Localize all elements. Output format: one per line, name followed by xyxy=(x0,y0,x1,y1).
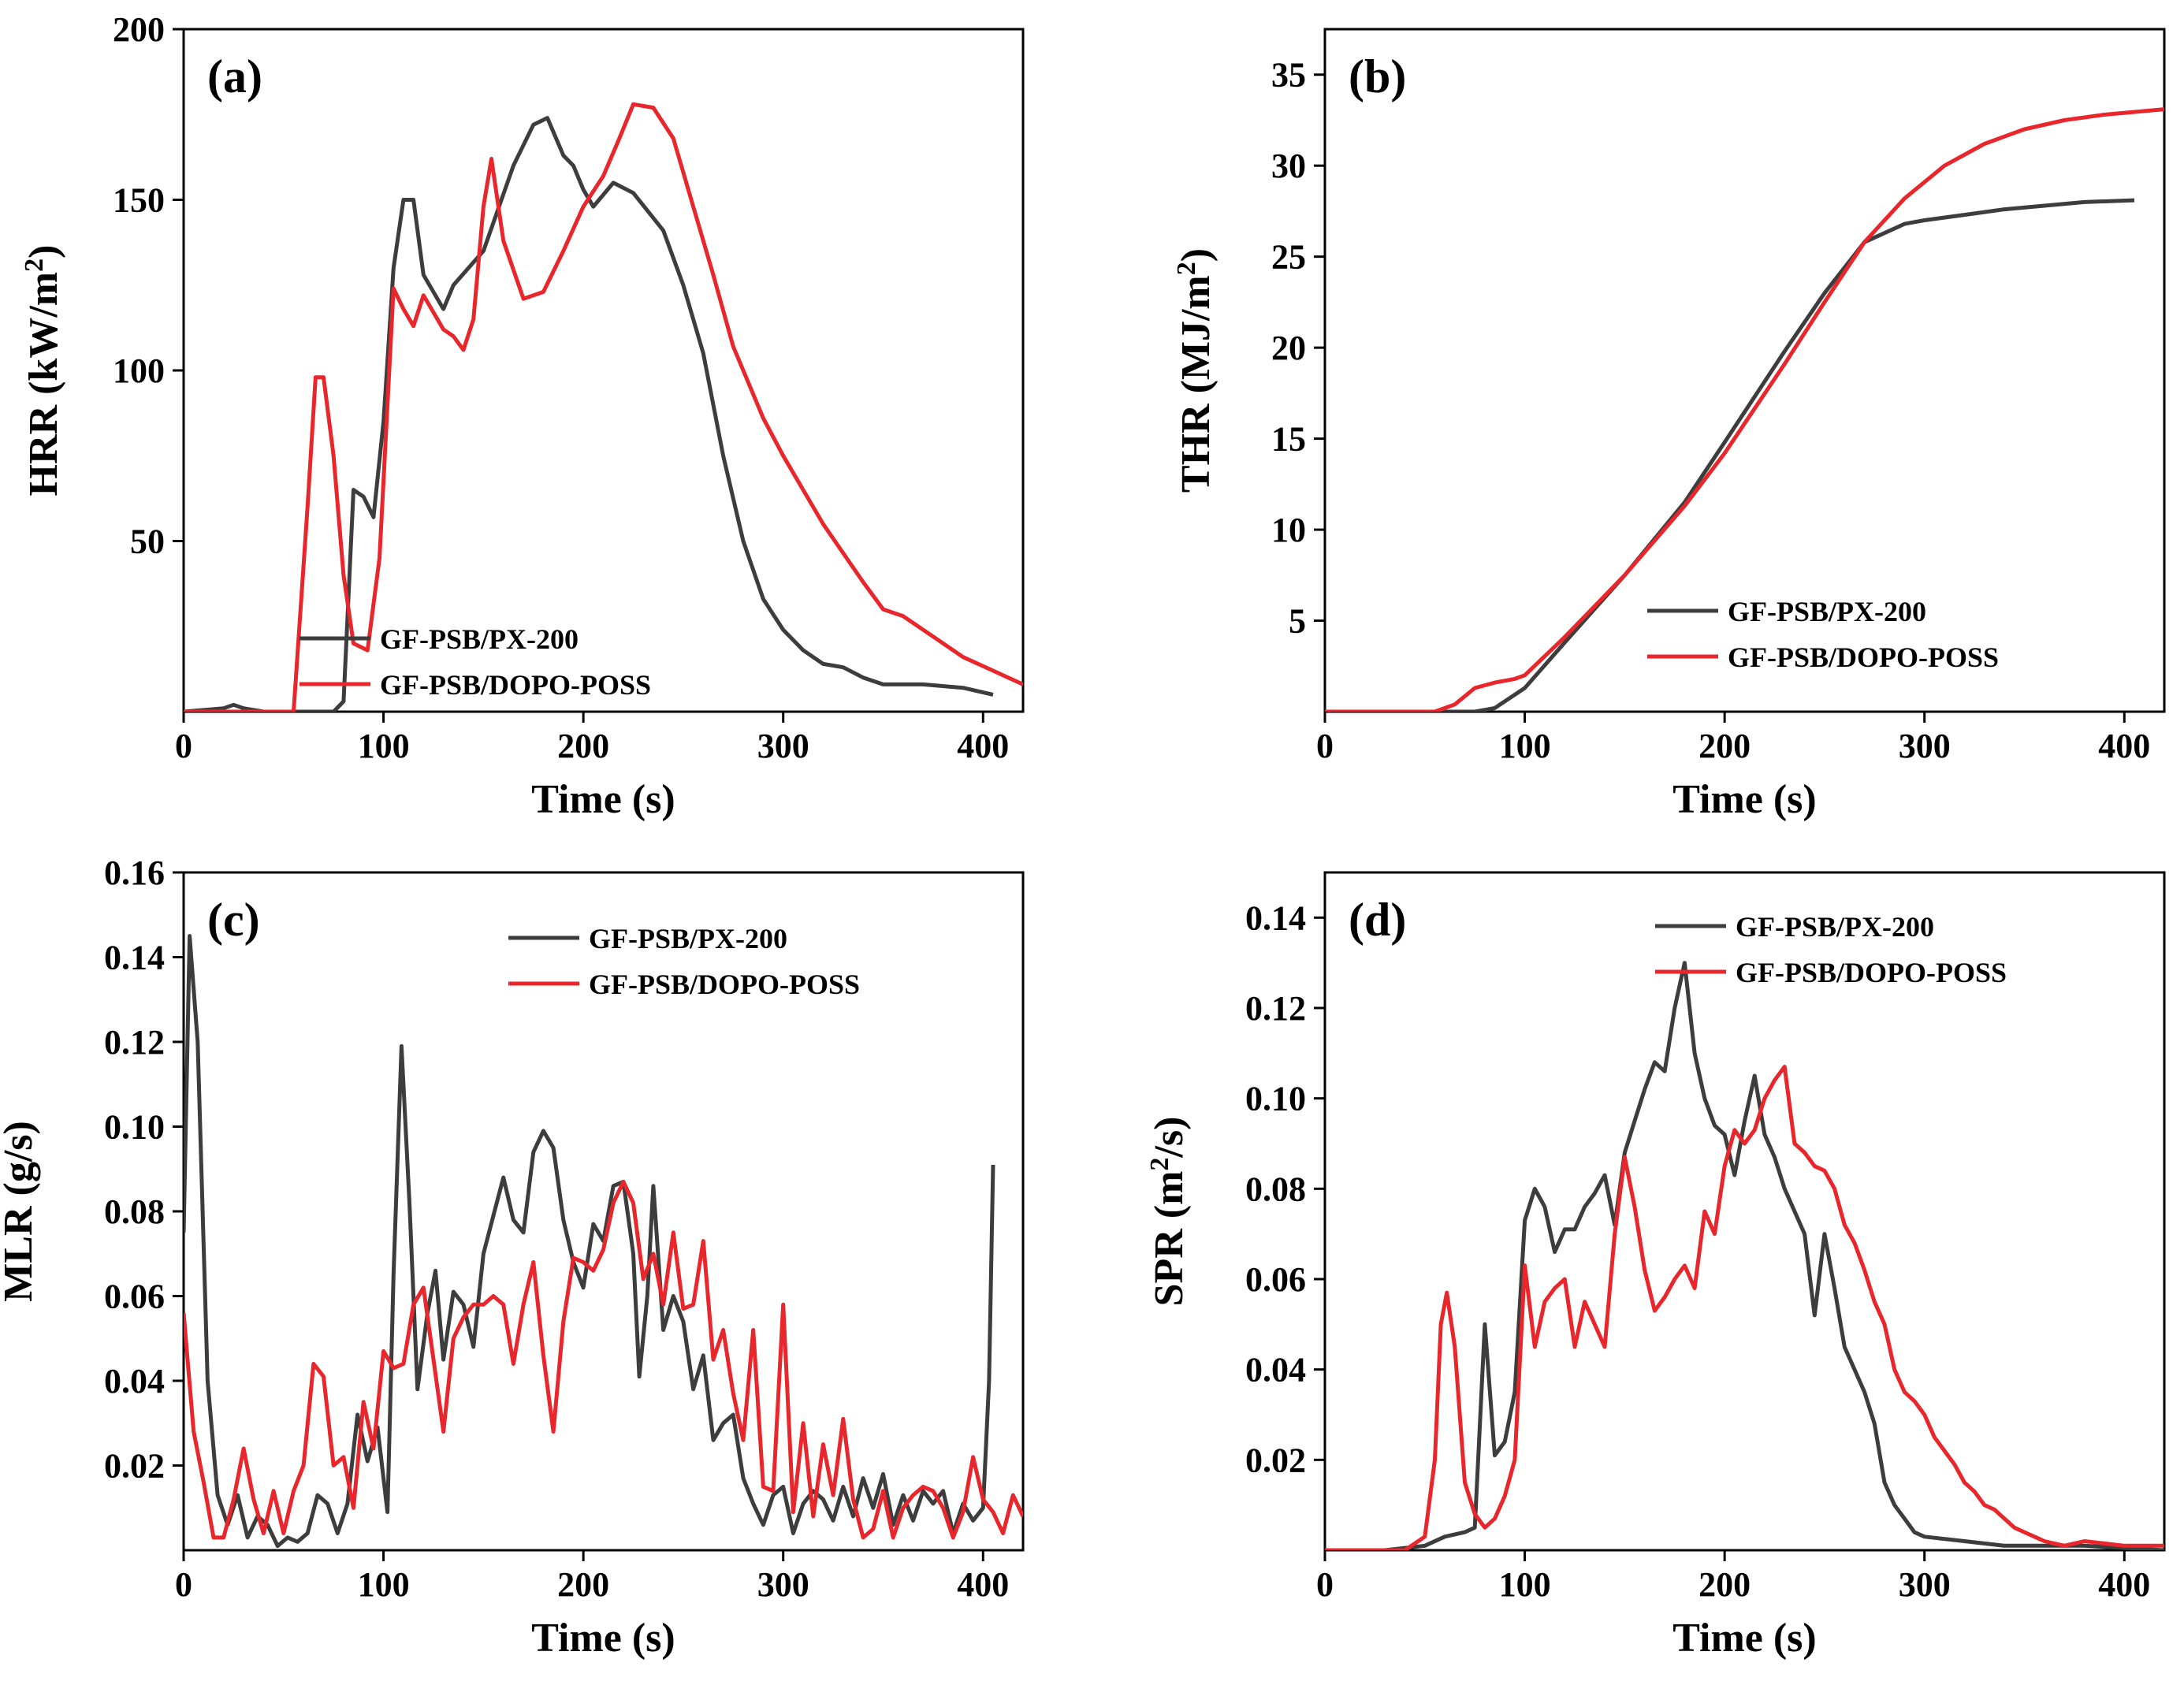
legend-label: GF-PSB/DOPO-POSS xyxy=(1736,957,2007,988)
x-tick-label: 0 xyxy=(175,1565,192,1604)
y-axis-title: MLR (g/s) xyxy=(0,1121,41,1302)
y-tick-label: 0.14 xyxy=(104,939,165,977)
y-tick-label: 0.04 xyxy=(1245,1351,1306,1389)
y-tick-label: 50 xyxy=(130,523,165,561)
y-tick-label: 5 xyxy=(1289,602,1306,641)
series-line-dopo-poss xyxy=(1325,1065,2164,1550)
plot-frame xyxy=(182,28,1025,713)
y-axis-title: HRR (kW/m2) xyxy=(20,245,67,497)
legend-label: GF-PSB/DOPO-POSS xyxy=(1728,642,1999,673)
y-tick-label: 0.12 xyxy=(104,1023,165,1062)
x-tick-label: 200 xyxy=(1698,1565,1751,1604)
x-tick-label: 400 xyxy=(957,1565,1009,1604)
x-tick-label: 200 xyxy=(1698,727,1751,765)
series-line-dopo-poss xyxy=(1325,107,2164,712)
x-tick-label: 200 xyxy=(557,727,609,765)
x-tick-label: 400 xyxy=(2098,727,2150,765)
x-tick-label: 100 xyxy=(1499,727,1551,765)
series-line-px200 xyxy=(184,934,995,1549)
legend-label: GF-PSB/PX-200 xyxy=(380,623,579,655)
legend-label: GF-PSB/PX-200 xyxy=(589,923,787,954)
panel-label: (c) xyxy=(207,894,260,946)
y-tick-label: 150 xyxy=(113,181,165,220)
y-tick-label: 0.08 xyxy=(104,1192,165,1231)
y-axis-title: SPR (m2/s) xyxy=(1145,1117,1192,1307)
chart-panel-a: 0 100 200 300 400 50 100 150 200 Time (s) HRR (kW/… xyxy=(20,10,1025,822)
y-tick-label: 0.08 xyxy=(1245,1170,1306,1208)
x-tick-label: 100 xyxy=(358,727,410,765)
x-tick-label: 0 xyxy=(175,727,192,765)
x-tick-label: 300 xyxy=(1899,1565,1951,1604)
x-tick-label: 200 xyxy=(557,1565,609,1604)
y-tick-label: 0.16 xyxy=(104,854,165,892)
series-line-px200 xyxy=(1325,198,2135,712)
x-tick-label: 100 xyxy=(1499,1565,1551,1604)
y-tick-label: 0.06 xyxy=(104,1278,165,1316)
x-axis-title: Time (s) xyxy=(1672,1616,1816,1661)
y-tick-label: 10 xyxy=(1271,511,1306,549)
panel-label: (a) xyxy=(207,50,262,102)
x-tick-label: 400 xyxy=(2098,1565,2150,1604)
x-tick-label: 400 xyxy=(957,727,1009,765)
x-tick-label: 0 xyxy=(1316,1565,1334,1604)
x-axis-title: Time (s) xyxy=(531,777,675,822)
y-tick-label: 0.10 xyxy=(104,1108,165,1147)
y-tick-label: 35 xyxy=(1271,56,1306,95)
y-tick-label: 0.06 xyxy=(1245,1260,1306,1299)
x-tick-label: 0 xyxy=(1316,727,1334,765)
chart-panel-c: 0 100 200 300 400 0.02 0.04 0.06 0.08 0.10 0.12 0.1… xyxy=(0,854,1025,1661)
x-tick-label: 300 xyxy=(757,1565,809,1604)
y-tick-label: 30 xyxy=(1271,147,1306,185)
panel-label: (d) xyxy=(1349,894,1406,946)
plot-frame xyxy=(1323,871,2166,1552)
y-tick-label: 20 xyxy=(1271,329,1306,367)
legend-label: GF-PSB/PX-200 xyxy=(1728,596,1926,627)
legend-label: GF-PSB/PX-200 xyxy=(1736,911,1934,943)
y-tick-label: 25 xyxy=(1271,238,1306,277)
y-tick-label: 200 xyxy=(113,10,165,49)
series-line-dopo-poss xyxy=(184,102,1023,712)
y-tick-label: 0.04 xyxy=(104,1362,165,1400)
chart-panel-b: 0 100 200 300 400 5 10 15 20 25 30 35 Time (s) THR (M… xyxy=(1172,28,2166,822)
chart-panel-d: 0 100 200 300 400 0.02 0.04 0.06 0.08 0.10 0.12 0.1… xyxy=(1145,871,2166,1661)
panel-label: (b) xyxy=(1349,50,1406,102)
x-tick-label: 300 xyxy=(1899,727,1951,765)
y-tick-label: 0.02 xyxy=(104,1447,165,1486)
y-axis-title: THR (MJ/m2) xyxy=(1172,248,1219,493)
series-line-dopo-poss xyxy=(184,1179,1023,1540)
x-tick-label: 300 xyxy=(757,727,809,765)
legend-label: GF-PSB/DOPO-POSS xyxy=(380,669,651,701)
y-tick-label: 0.10 xyxy=(1245,1080,1306,1118)
legend-label: GF-PSB/DOPO-POSS xyxy=(589,969,860,1000)
y-tick-label: 0.12 xyxy=(1245,989,1306,1028)
series-line-px200 xyxy=(1325,961,2164,1550)
x-axis-title: Time (s) xyxy=(531,1616,675,1661)
plot-frame xyxy=(1323,28,2166,713)
y-tick-label: 15 xyxy=(1271,420,1306,459)
y-tick-label: 0.02 xyxy=(1245,1441,1306,1479)
x-tick-label: 100 xyxy=(358,1565,410,1604)
y-tick-label: 0.14 xyxy=(1245,898,1306,937)
y-tick-label: 100 xyxy=(113,352,165,390)
x-axis-title: Time (s) xyxy=(1672,777,1816,822)
series-line-px200 xyxy=(184,116,994,712)
